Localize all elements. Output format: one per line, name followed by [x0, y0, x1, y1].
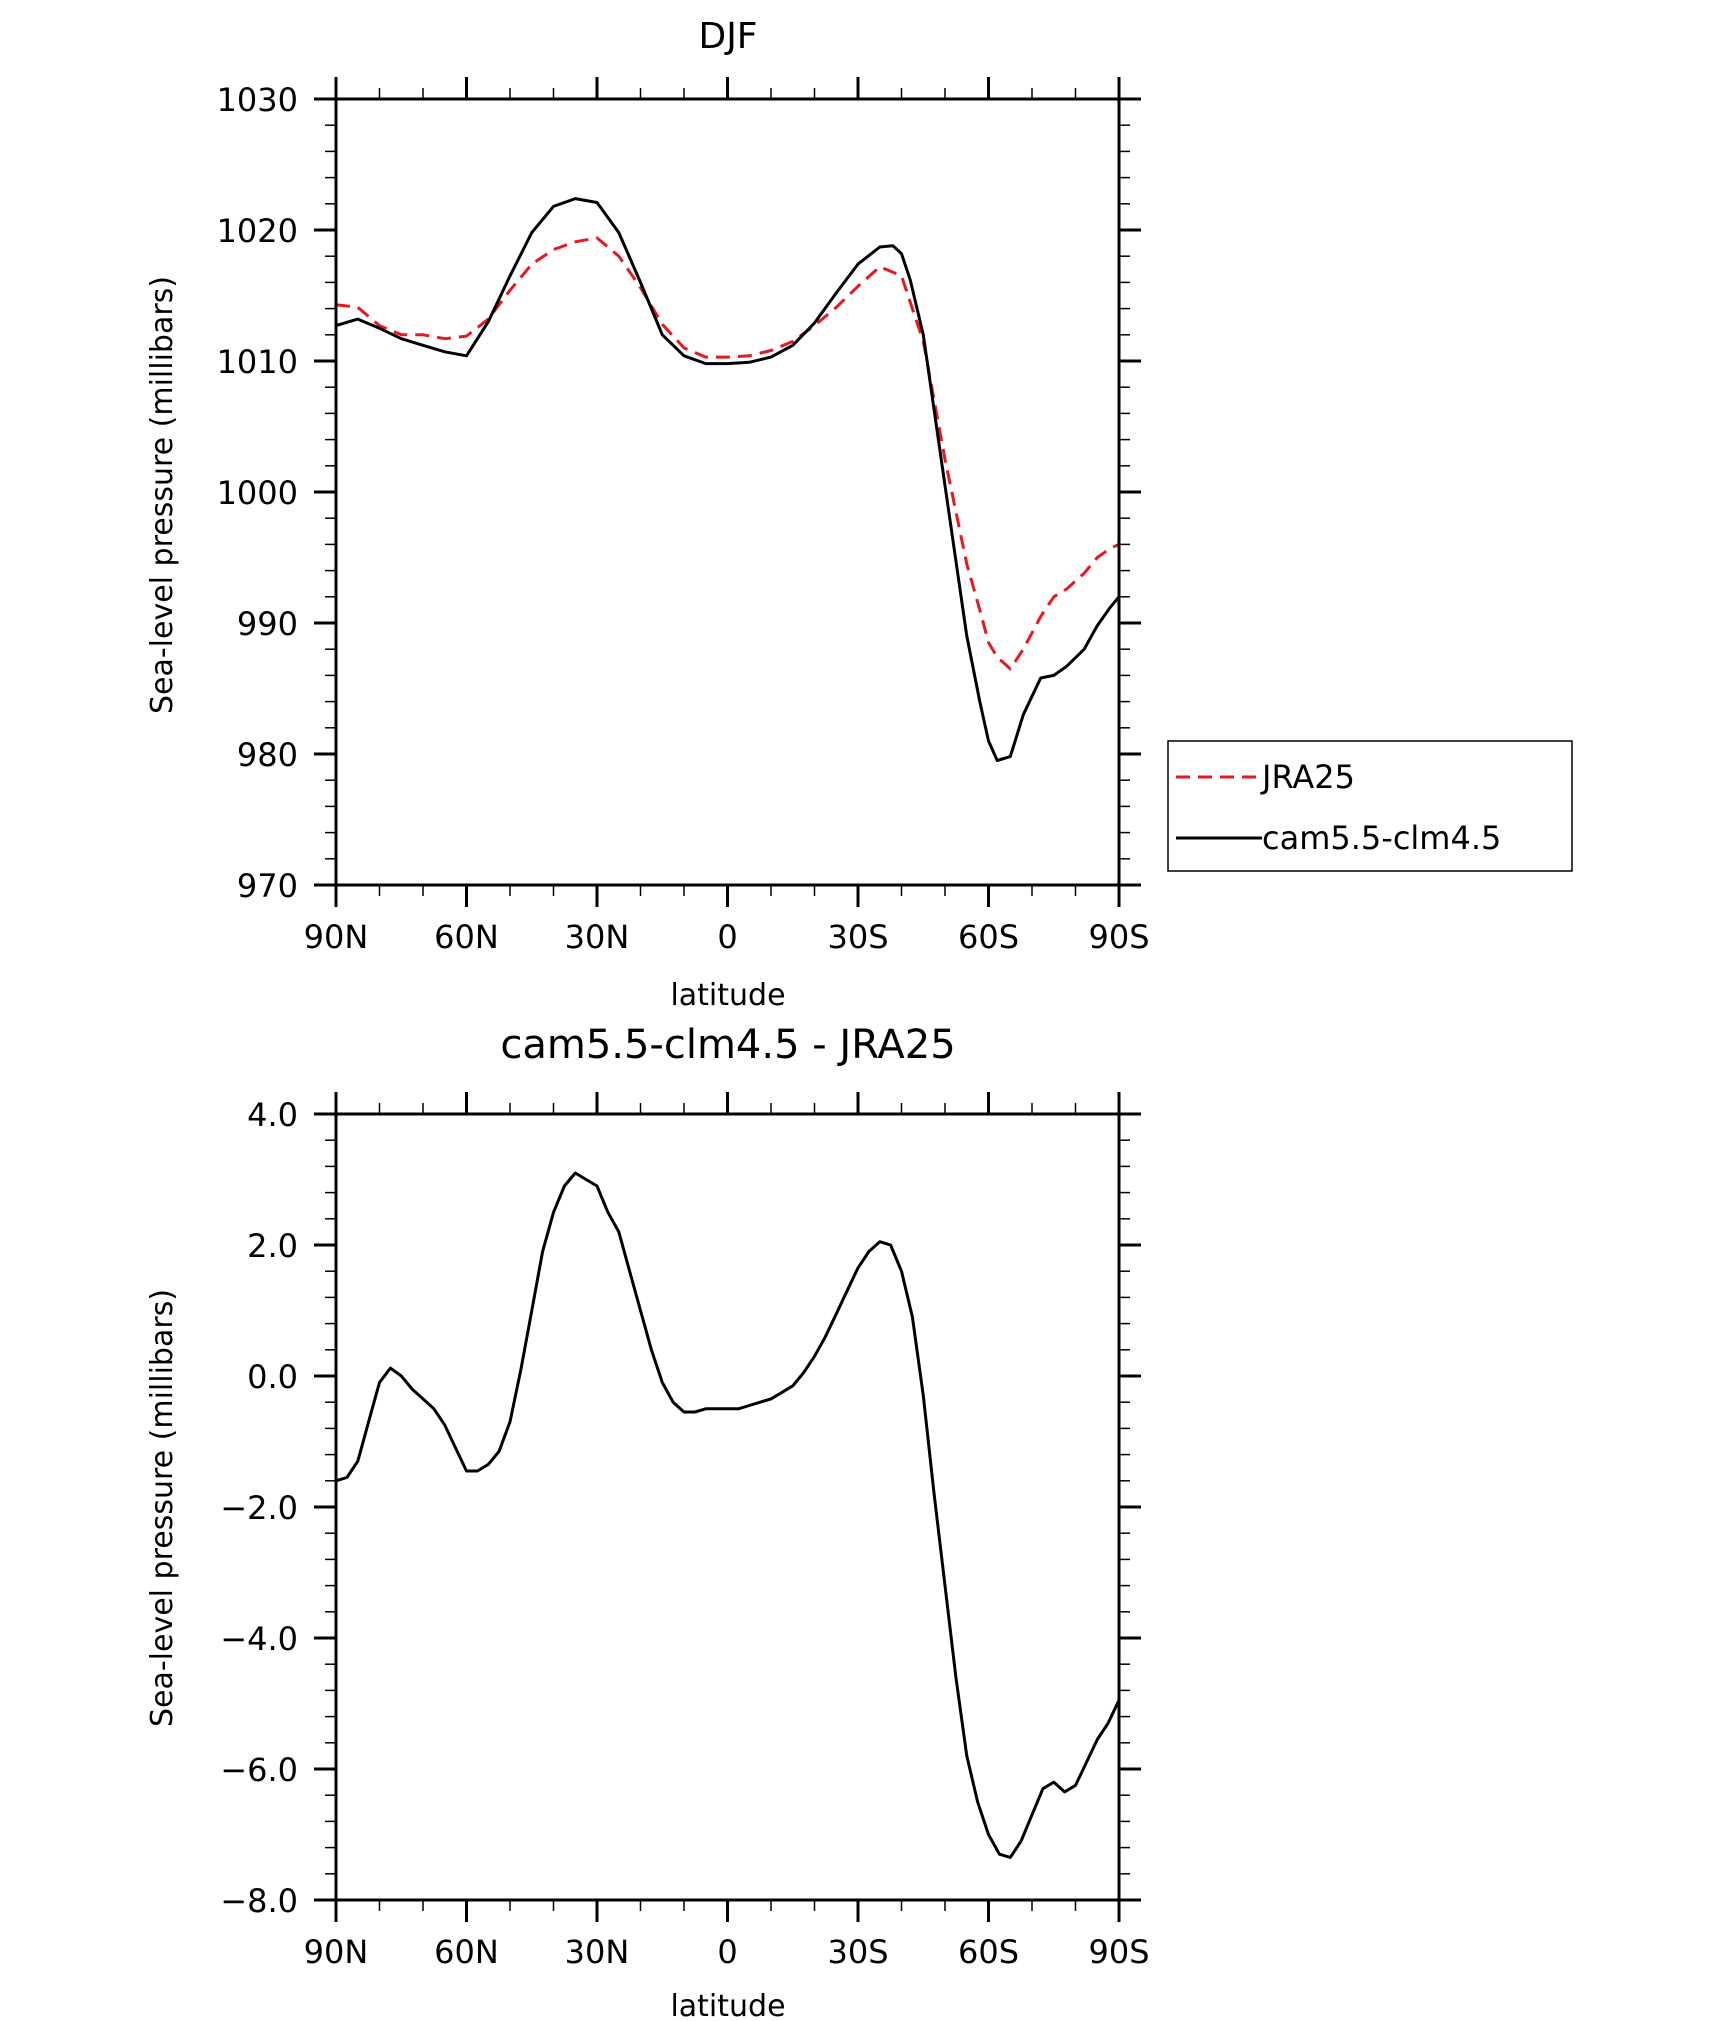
bottom-chart-ylabel: Sea-level pressure (millibars)	[145, 1289, 180, 1727]
y-tick-label: 1020	[217, 212, 298, 250]
x-tick-label: 30S	[827, 1933, 888, 1971]
y-tick-label: 980	[237, 736, 298, 774]
top-chart-panel: DJF Sea-level pressure (millibars) latit…	[145, 16, 1573, 1013]
top-chart-ticks: 970 980 990 1000 1010 1020 1030 90N 60N 30N 0 30S 60…	[217, 77, 1150, 956]
x-tick-label: 0	[717, 1933, 737, 1971]
x-tick-label: 30N	[565, 1933, 630, 1971]
y-tick-label: −4.0	[220, 1620, 298, 1658]
x-tick-label: 30N	[565, 918, 630, 956]
bottom-chart-ticks: −8.0 −6.0 −4.0 −2.0 0.0 2.0 4.0 90N 60N 30N 0 30S 60…	[220, 1092, 1150, 1971]
top-series-line-0	[335, 236, 1120, 671]
y-tick-label: 1010	[217, 343, 298, 381]
x-tick-label: 90N	[304, 1933, 369, 1971]
x-tick-label: 90N	[304, 918, 369, 956]
y-tick-label: 1030	[217, 81, 298, 119]
y-tick-label: 970	[237, 867, 298, 905]
bottom-chart-panel: cam5.5-clm4.5 - JRA25 Sea-level pressure…	[145, 1022, 1150, 2021]
top-chart-series	[335, 197, 1121, 762]
top-chart-xlabel: latitude	[670, 978, 785, 1013]
y-tick-label: −2.0	[220, 1489, 298, 1527]
bottom-series-line-0	[335, 1171, 1121, 1859]
top-chart-title: DJF	[698, 16, 757, 57]
x-tick-label: 90S	[1088, 1933, 1149, 1971]
bottom-chart-series	[335, 1171, 1121, 1859]
bottom-chart-frame	[334, 1112, 1121, 1902]
y-tick-label: −8.0	[220, 1882, 298, 1920]
y-tick-label: 2.0	[247, 1227, 298, 1265]
x-tick-label: 60S	[958, 1933, 1019, 1971]
y-tick-label: 1000	[217, 474, 298, 512]
top-chart-frame	[334, 97, 1121, 887]
top-series-line-1	[335, 197, 1121, 762]
y-tick-label: 4.0	[247, 1096, 298, 1134]
legend-box	[1167, 740, 1573, 872]
legend-label-cam: cam5.5-clm4.5	[1262, 819, 1501, 857]
bottom-chart-xlabel: latitude	[670, 1989, 785, 2021]
x-tick-label: 60S	[958, 918, 1019, 956]
y-tick-label: 0.0	[247, 1358, 298, 1396]
x-tick-label: 90S	[1088, 918, 1149, 956]
y-tick-label: −6.0	[220, 1751, 298, 1789]
x-tick-label: 60N	[434, 918, 499, 956]
x-tick-label: 30S	[827, 918, 888, 956]
x-tick-label: 0	[717, 918, 737, 956]
legend: JRA25 cam5.5-clm4.5	[1167, 740, 1573, 872]
y-tick-label: 990	[237, 605, 298, 643]
bottom-chart-title: cam5.5-clm4.5 - JRA25	[500, 1022, 955, 1068]
top-chart-ylabel: Sea-level pressure (millibars)	[145, 276, 180, 714]
legend-label-jra25: JRA25	[1260, 758, 1355, 796]
x-tick-label: 60N	[434, 1933, 499, 1971]
